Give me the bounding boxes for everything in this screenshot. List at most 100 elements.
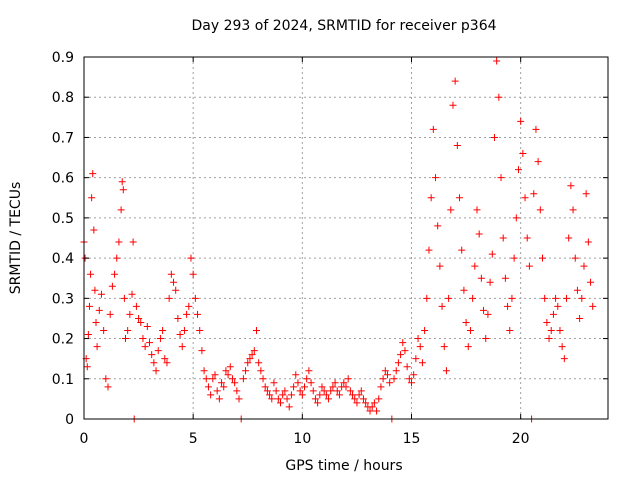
data-point <box>244 359 252 367</box>
data-point <box>584 238 592 246</box>
y-tick-label: 0 <box>65 412 74 428</box>
data-point <box>392 367 400 375</box>
data-point <box>421 327 429 335</box>
data-point <box>176 331 184 339</box>
data-point <box>85 302 93 310</box>
data-point <box>250 347 258 355</box>
data-point <box>495 93 503 101</box>
data-point <box>525 262 533 270</box>
data-point <box>119 186 127 194</box>
data-point <box>285 403 293 411</box>
data-point <box>506 327 514 335</box>
data-point <box>137 318 145 326</box>
data-point <box>257 367 265 375</box>
data-point <box>261 383 269 391</box>
data-point <box>215 395 223 403</box>
data-point <box>563 294 571 302</box>
y-tick-label: 0.9 <box>52 50 74 66</box>
data-point <box>410 371 418 379</box>
data-point <box>545 335 553 343</box>
data-point <box>320 387 328 395</box>
data-point <box>386 379 394 387</box>
data-point <box>366 407 374 415</box>
data-point <box>118 178 126 186</box>
y-tick-label: 0.7 <box>52 130 74 146</box>
data-point <box>501 274 509 282</box>
data-point <box>447 206 455 214</box>
data-point <box>357 387 365 395</box>
data-point <box>311 395 319 403</box>
data-point <box>412 355 420 363</box>
data-point <box>159 327 167 335</box>
data-point <box>351 395 359 403</box>
y-tick-label: 0.8 <box>52 90 74 106</box>
data-point <box>207 391 215 399</box>
data-point <box>414 335 422 343</box>
data-point <box>266 391 274 399</box>
data-point <box>436 262 444 270</box>
data-point <box>333 387 341 395</box>
data-point <box>108 282 116 290</box>
data-point <box>152 367 160 375</box>
data-point <box>473 206 481 214</box>
data-point <box>373 407 381 415</box>
data-point <box>493 57 501 65</box>
data-point <box>87 270 95 278</box>
data-point <box>126 310 134 318</box>
data-point <box>290 383 298 391</box>
data-point <box>331 379 339 387</box>
data-point <box>167 270 175 278</box>
data-point <box>124 327 132 335</box>
data-point <box>383 371 391 379</box>
y-ticks: 0 0.1 0.2 0.3 0.4 0.5 0.6 0.7 0.8 0.9 <box>52 50 608 428</box>
data-point <box>580 262 588 270</box>
data-point <box>375 395 383 403</box>
data-point <box>560 355 568 363</box>
x-axis-label: GPS time / hours <box>285 458 402 474</box>
data-point <box>281 387 289 395</box>
data-point <box>458 246 466 254</box>
data-point <box>200 367 208 375</box>
data-point <box>89 170 97 178</box>
data-point <box>113 254 121 262</box>
y-tick-label: 0.1 <box>52 372 74 388</box>
data-point <box>539 254 546 262</box>
plot-frame <box>83 56 609 420</box>
data-point <box>268 395 276 403</box>
data-point <box>88 194 96 202</box>
data-point <box>242 367 250 375</box>
data-point <box>120 294 128 302</box>
data-point <box>277 399 284 407</box>
data-point <box>174 314 182 322</box>
data-point <box>316 391 324 399</box>
data-point <box>305 367 313 375</box>
data-point <box>196 327 204 335</box>
data-point <box>327 387 335 395</box>
data-point <box>484 310 492 318</box>
data-point <box>135 314 143 322</box>
data-point <box>106 310 114 318</box>
data-point <box>418 359 426 367</box>
data-point <box>453 141 461 149</box>
data-point <box>209 375 217 383</box>
data-point <box>403 363 411 371</box>
data-point <box>552 294 560 302</box>
data-point <box>462 318 470 326</box>
data-point <box>143 322 151 330</box>
data-point <box>148 351 156 359</box>
data-point <box>246 355 254 363</box>
data-point <box>451 77 459 85</box>
data-point <box>314 399 322 407</box>
data-point <box>274 395 282 403</box>
data-point <box>252 327 260 335</box>
data-point <box>92 318 100 326</box>
data-point <box>517 117 525 125</box>
data-point <box>187 254 195 262</box>
data-point <box>198 347 206 355</box>
data-point <box>377 383 385 391</box>
data-point <box>519 150 527 158</box>
data-point <box>423 294 431 302</box>
data-point <box>117 206 125 214</box>
data-point <box>161 355 169 363</box>
x-tick-label: 0 <box>80 431 89 447</box>
